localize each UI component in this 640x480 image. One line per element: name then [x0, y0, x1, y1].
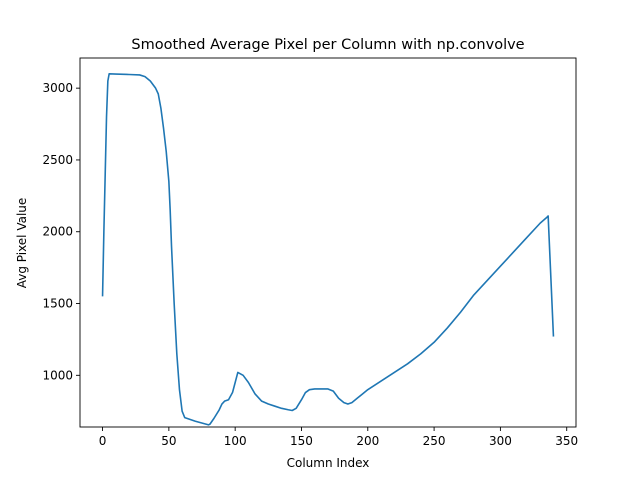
x-tick-label: 250 [423, 434, 446, 448]
y-tick-label: 1000 [42, 368, 73, 382]
chart-title: Smoothed Average Pixel per Column with n… [131, 37, 524, 53]
y-tick-label: 2500 [42, 153, 73, 167]
x-tick-label: 0 [99, 434, 107, 448]
x-tick-label: 350 [555, 434, 578, 448]
x-tick-label: 100 [224, 434, 247, 448]
y-tick-label: 3000 [42, 81, 73, 95]
x-tick-label: 50 [161, 434, 176, 448]
x-axis-label: Column Index [287, 456, 370, 470]
y-axis-label: Avg Pixel Value [15, 198, 29, 289]
x-axis-ticks: 0 50 100 150 200 250 300 350 [99, 427, 578, 448]
plot-area [79, 57, 577, 428]
series-line [101, 72, 555, 426]
x-tick-label: 300 [489, 434, 512, 448]
x-tick-label: 150 [290, 434, 313, 448]
plot-frame [79, 57, 577, 428]
y-axis-ticks: 1000 1500 2000 2500 3000 [42, 81, 80, 382]
x-tick-label: 200 [356, 434, 379, 448]
y-tick-label: 2000 [42, 225, 73, 239]
y-tick-label: 1500 [42, 297, 73, 311]
